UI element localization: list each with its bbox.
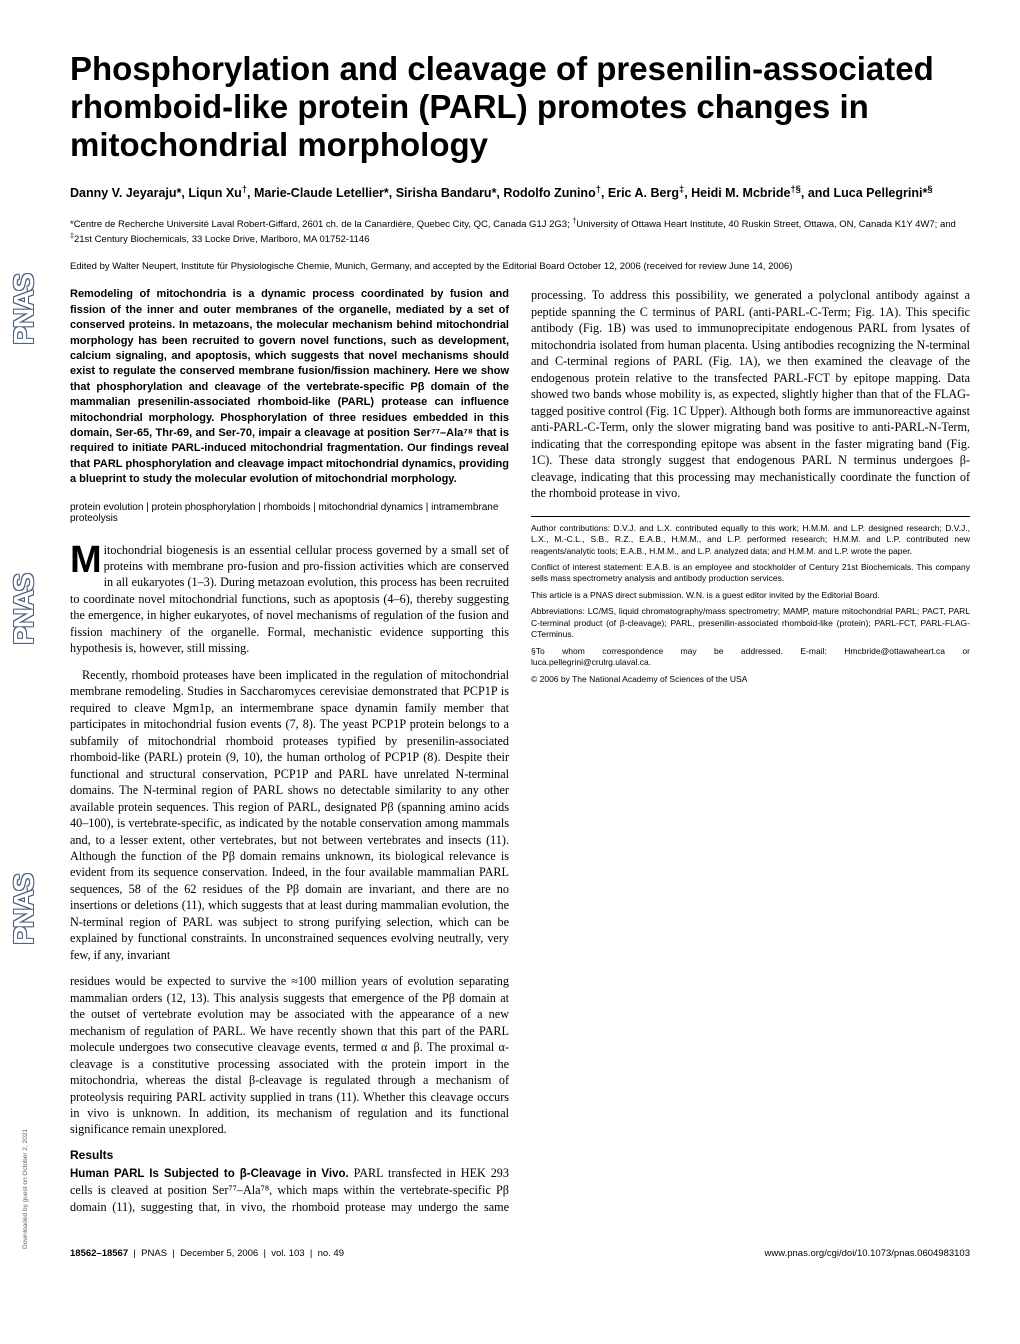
edited-by: Edited by Walter Neupert, Institute für … [70, 261, 970, 274]
footer-date: December 5, 2006 [180, 1248, 258, 1259]
footnote-submission: This article is a PNAS direct submission… [531, 590, 970, 601]
body-paragraph-3: residues would be expected to survive th… [70, 973, 509, 1138]
results-heading: Results [70, 1148, 509, 1162]
page-footer: 18562–18567 | PNAS | December 5, 2006 | … [70, 1243, 970, 1259]
download-note: Downloaded by guest on October 2, 2021 [22, 1129, 29, 1249]
subsection-label: Human PARL Is Subjected to β-Cleavage in… [70, 1168, 349, 1180]
footnote-author-contributions: Author contributions: D.V.J. and L.X. co… [531, 523, 970, 557]
footer-vol: vol. 103 [271, 1248, 304, 1259]
footer-journal: PNAS [141, 1248, 167, 1259]
pnas-sidebar: PNAS PNAS PNAS [8, 160, 50, 1060]
dropcap: M [70, 542, 104, 576]
footer-pages: 18562–18567 [70, 1248, 128, 1259]
footnote-separator [531, 516, 970, 517]
footnote-copyright: © 2006 by The National Academy of Scienc… [531, 674, 970, 685]
footnote-conflict: Conflict of interest statement: E.A.B. i… [531, 562, 970, 585]
body-p1-text: itochondrial biogenesis is an essential … [70, 543, 509, 656]
body-paragraph-1: Mitochondrial biogenesis is an essential… [70, 542, 509, 657]
authors: Danny V. Jeyaraju*, Liqun Xu†, Marie-Cla… [70, 182, 970, 203]
two-column-body: Remodeling of mitochondria is a dynamic … [70, 287, 970, 1227]
article-title: Phosphorylation and cleavage of presenil… [70, 50, 970, 164]
pnas-logo: PNAS [8, 575, 50, 645]
footnote-correspondence: §To whom correspondence may be addressed… [531, 646, 970, 669]
keywords: protein evolution | protein phosphorylat… [70, 502, 509, 524]
footer-issue: no. 49 [318, 1248, 344, 1259]
pnas-logo: PNAS [8, 875, 50, 945]
abstract: Remodeling of mitochondria is a dynamic … [70, 287, 509, 487]
footer-url: www.pnas.org/cgi/doi/10.1073/pnas.060498… [765, 1248, 970, 1259]
pnas-logo: PNAS [8, 275, 50, 345]
footer-left: 18562–18567 | PNAS | December 5, 2006 | … [70, 1248, 344, 1259]
body-paragraph-2: Recently, rhomboid proteases have been i… [70, 667, 509, 963]
footnote-abbreviations: Abbreviations: LC/MS, liquid chromatogra… [531, 606, 970, 640]
affiliations: *Centre de Recherche Université Laval Ro… [70, 217, 970, 247]
